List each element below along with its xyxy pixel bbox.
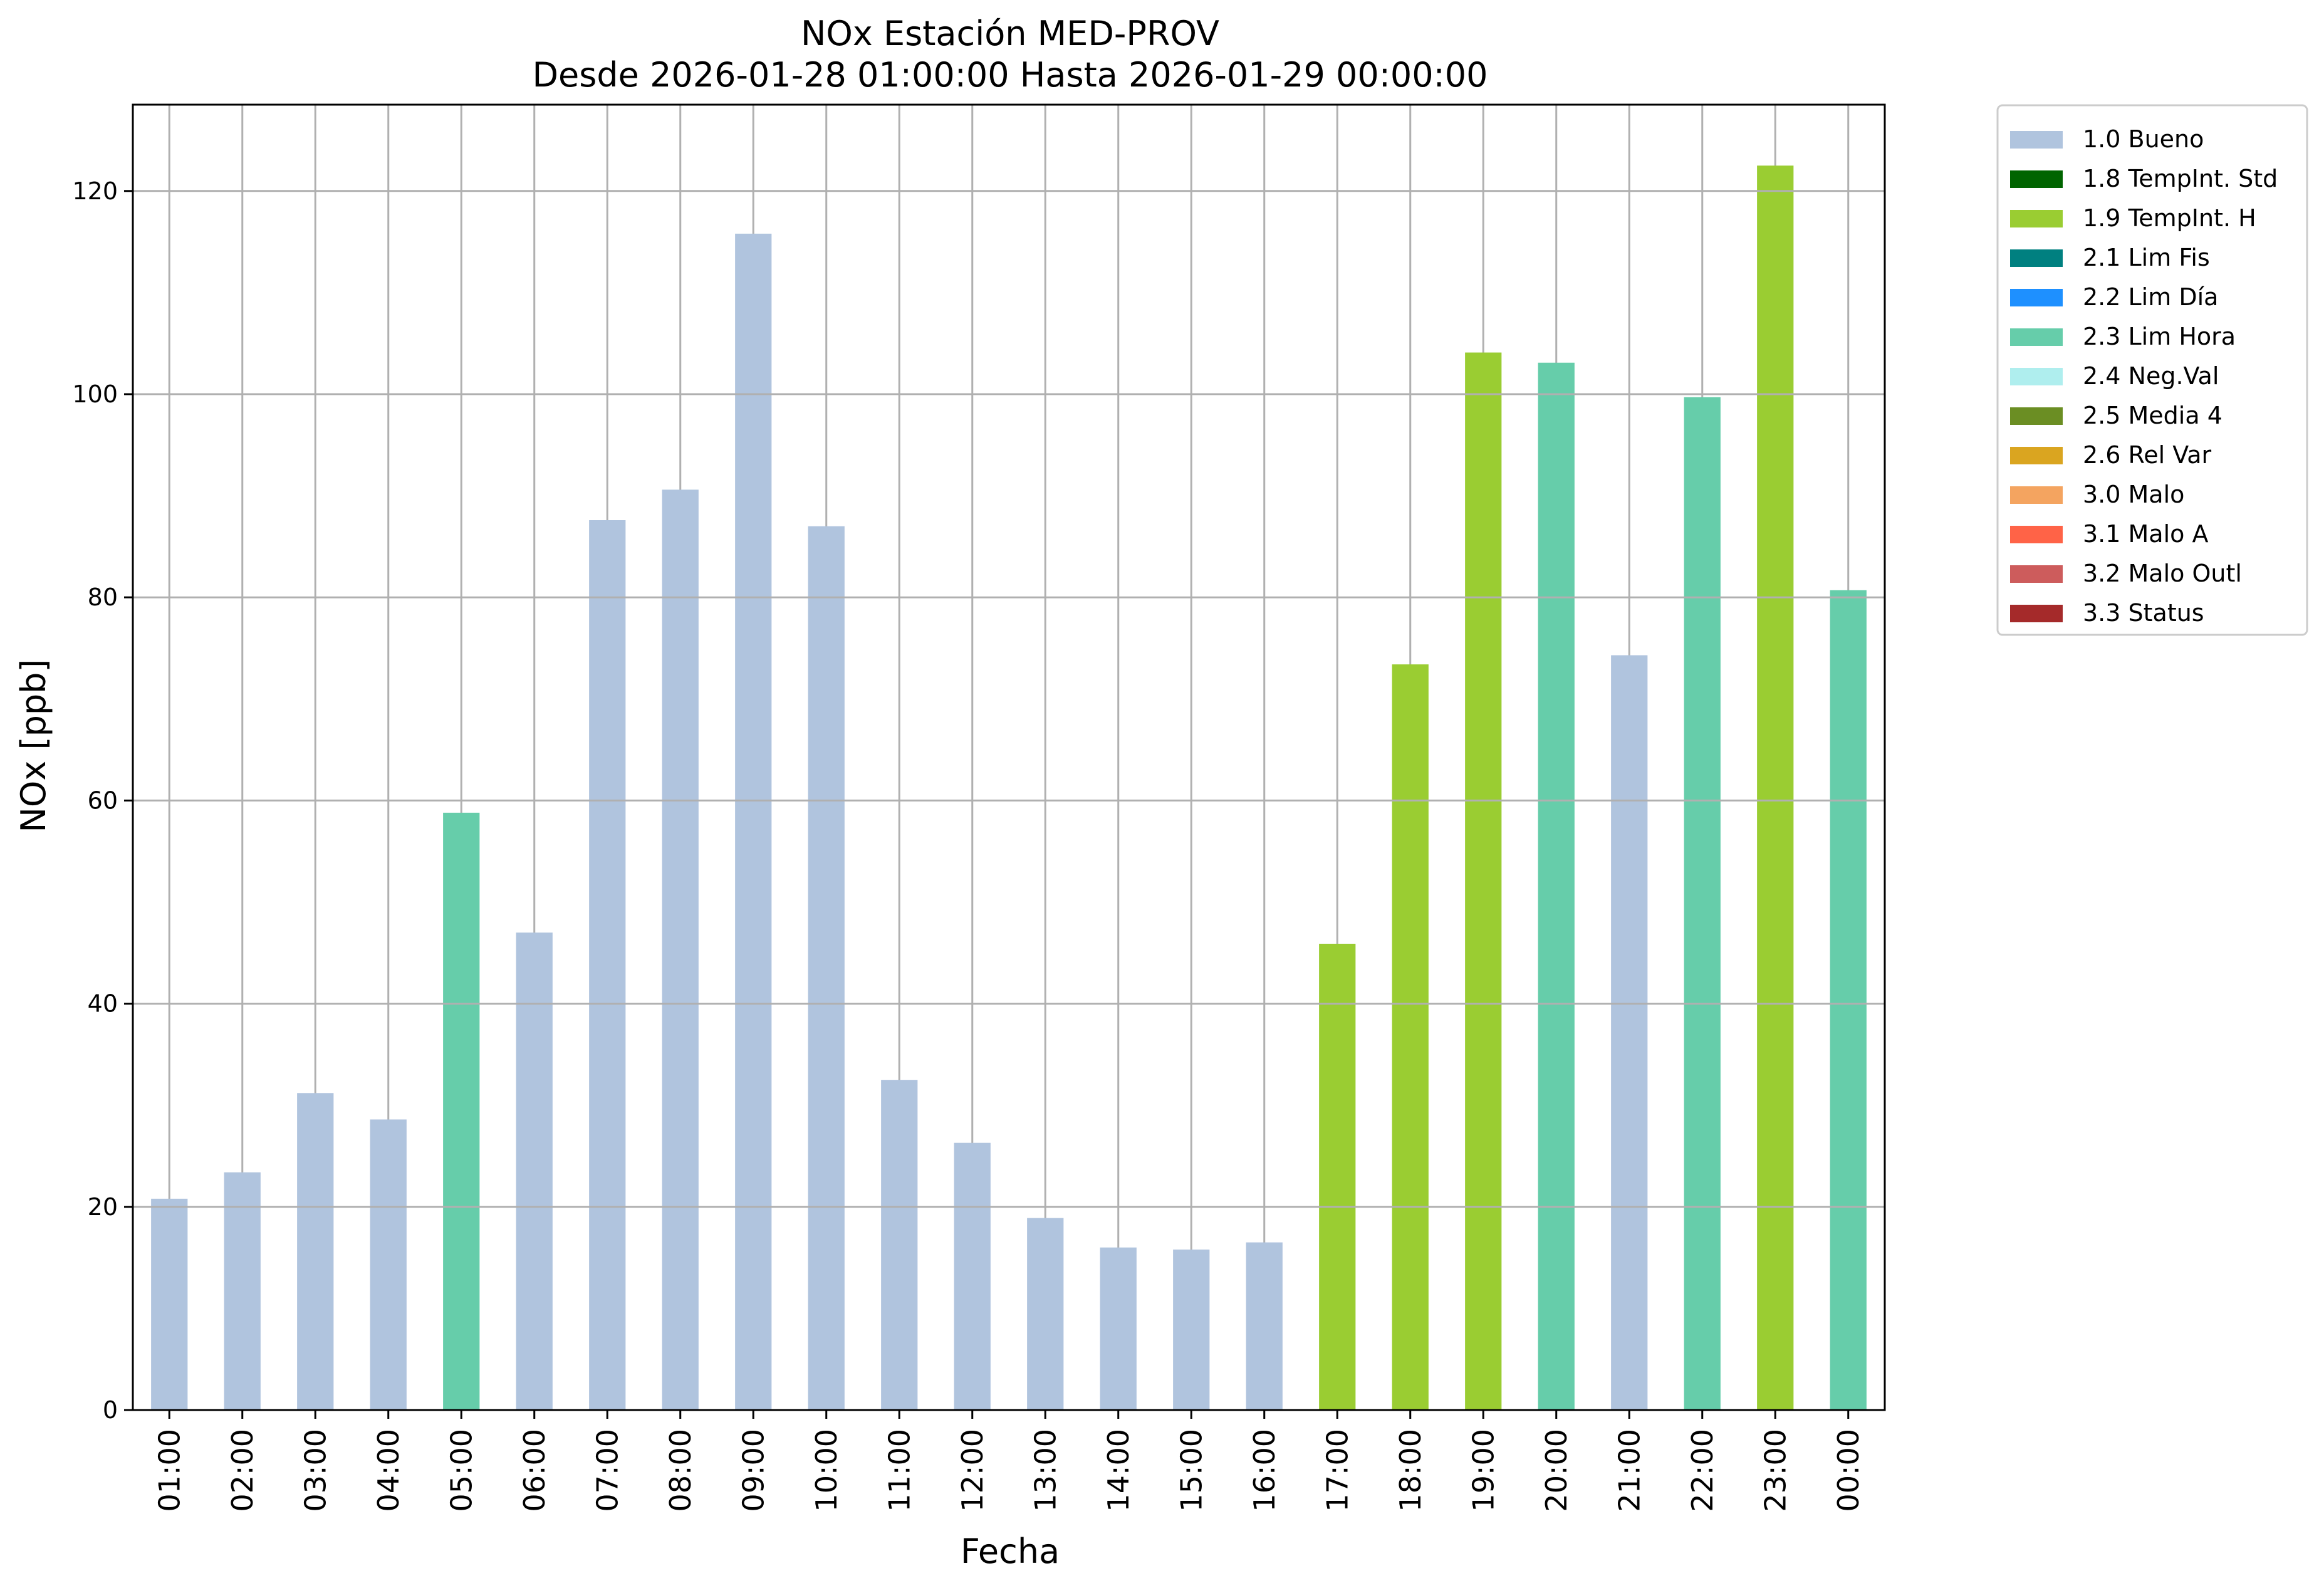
x-tick-label: 13:00 <box>1028 1429 1062 1512</box>
bar-1300 <box>1027 1218 1064 1410</box>
x-tick-label: 05:00 <box>444 1429 478 1512</box>
legend-entry: 1.9 TempInt. H <box>2083 204 2256 232</box>
legend-box <box>1996 104 2308 636</box>
bars <box>133 165 1885 1411</box>
x-tick-label: 08:00 <box>664 1429 697 1512</box>
legend-swatch <box>2010 289 2063 306</box>
bar-0100 <box>151 1198 188 1410</box>
y-axis-label: NOx [ppb] <box>14 659 53 833</box>
legend-entry: 3.2 Malo Outl <box>2083 560 2242 587</box>
x-tick-label: 01:00 <box>152 1429 186 1512</box>
plot-frame <box>132 103 1886 1411</box>
y-axis-ticks: 0 20 40 60 80 100 120 <box>72 177 133 1424</box>
x-tick-label: 21:00 <box>1612 1429 1646 1512</box>
legend-entry: 2.1 Lim Fis <box>2083 244 2210 271</box>
legend-swatch <box>2010 605 2063 622</box>
x-tick-label: 19:00 <box>1466 1429 1500 1512</box>
legend: 1.0 Bueno 1.8 TempInt. Std 1.9 TempInt. H 2… <box>1996 104 2308 636</box>
x-tick-label: 11:00 <box>882 1429 916 1512</box>
x-tick-label: 17:00 <box>1320 1429 1354 1512</box>
bar-1000 <box>808 526 845 1410</box>
y-tick-label: 40 <box>88 990 118 1018</box>
y-tick-label: 80 <box>88 583 118 611</box>
x-tick-label: 22:00 <box>1686 1429 1719 1512</box>
y-tick-label: 0 <box>103 1396 118 1424</box>
x-axis-ticks: 01:00 02:00 03:00 04:00 05:00 06:00 07:00 08:00… <box>152 1410 1865 1512</box>
bar-1600 <box>1246 1242 1283 1410</box>
x-tick-label: 12:00 <box>956 1429 989 1512</box>
legend-entry: 3.0 Malo <box>2083 481 2184 508</box>
legend-entry: 2.5 Media 4 <box>2083 402 2222 429</box>
x-tick-label: 16:00 <box>1248 1429 1281 1512</box>
y-tick-label: 20 <box>88 1193 118 1221</box>
legend-entry: 2.4 Neg.Val <box>2083 362 2219 390</box>
y-tick-label: 120 <box>72 177 118 205</box>
legend-swatch <box>2010 486 2063 504</box>
legend-swatch <box>2010 170 2063 188</box>
legend-swatch <box>2010 407 2063 425</box>
y-tick-label: 60 <box>88 786 118 814</box>
bar-2300 <box>1757 165 1794 1410</box>
x-tick-label: 00:00 <box>1832 1429 1865 1512</box>
chart-title: NOx Estación MED-PROV <box>801 14 1219 53</box>
legend-entry: 3.1 Malo A <box>2083 520 2208 548</box>
x-tick-label: 10:00 <box>810 1429 843 1512</box>
x-tick-label: 03:00 <box>298 1429 332 1512</box>
legend-swatch <box>2010 447 2063 464</box>
bar-0400 <box>370 1119 407 1410</box>
bar-0600 <box>516 932 553 1410</box>
x-tick-label: 09:00 <box>736 1429 770 1512</box>
bar-0300 <box>297 1093 334 1410</box>
legend-swatch <box>2010 526 2063 543</box>
legend-swatch <box>2010 328 2063 346</box>
x-axis-label: Fecha <box>961 1532 1060 1571</box>
legend-swatch <box>2010 249 2063 267</box>
bar-1800 <box>1392 664 1429 1410</box>
chart-subtitle: Desde 2026-01-28 01:00:00 Hasta 2026-01-… <box>532 55 1488 95</box>
x-tick-label: 15:00 <box>1174 1429 1208 1512</box>
x-tick-label: 07:00 <box>590 1429 624 1512</box>
legend-swatch <box>2010 210 2063 227</box>
legend-entry: 1.8 TempInt. Std <box>2083 165 2278 192</box>
bar-2100 <box>1611 655 1648 1410</box>
bar-1400 <box>1100 1247 1137 1410</box>
bar-0000 <box>1830 590 1867 1411</box>
bar-1500 <box>1173 1249 1210 1410</box>
x-tick-label: 04:00 <box>372 1429 405 1512</box>
bar-0900 <box>735 233 772 1411</box>
bar-0800 <box>662 489 699 1410</box>
legend-entry: 1.0 Bueno <box>2083 125 2204 153</box>
legend-swatch <box>2010 565 2063 583</box>
bar-1200 <box>954 1142 991 1410</box>
legend-entry: 2.3 Lim Hora <box>2083 323 2236 350</box>
legend-swatch <box>2010 131 2063 149</box>
legend-swatch <box>2010 368 2063 385</box>
bar-1100 <box>881 1080 918 1410</box>
x-tick-label: 02:00 <box>226 1429 259 1512</box>
legend-entry: 2.2 Lim Día <box>2083 283 2218 311</box>
bar-0700 <box>589 520 626 1410</box>
x-tick-label: 06:00 <box>518 1429 551 1512</box>
bar-0500 <box>443 812 480 1410</box>
y-tick-label: 100 <box>72 380 118 408</box>
legend-entry: 2.6 Rel Var <box>2083 441 2212 469</box>
bar-0200 <box>224 1172 261 1410</box>
x-tick-label: 18:00 <box>1394 1429 1427 1512</box>
bar-1900 <box>1465 352 1502 1410</box>
bar-2200 <box>1684 397 1721 1411</box>
x-tick-label: 14:00 <box>1102 1429 1135 1512</box>
x-tick-label: 23:00 <box>1758 1429 1792 1512</box>
bar-1700 <box>1319 943 1356 1410</box>
x-tick-label: 20:00 <box>1540 1429 1573 1512</box>
bar-2000 <box>1538 362 1575 1410</box>
legend-entry: 3.3 Status <box>2083 599 2204 627</box>
